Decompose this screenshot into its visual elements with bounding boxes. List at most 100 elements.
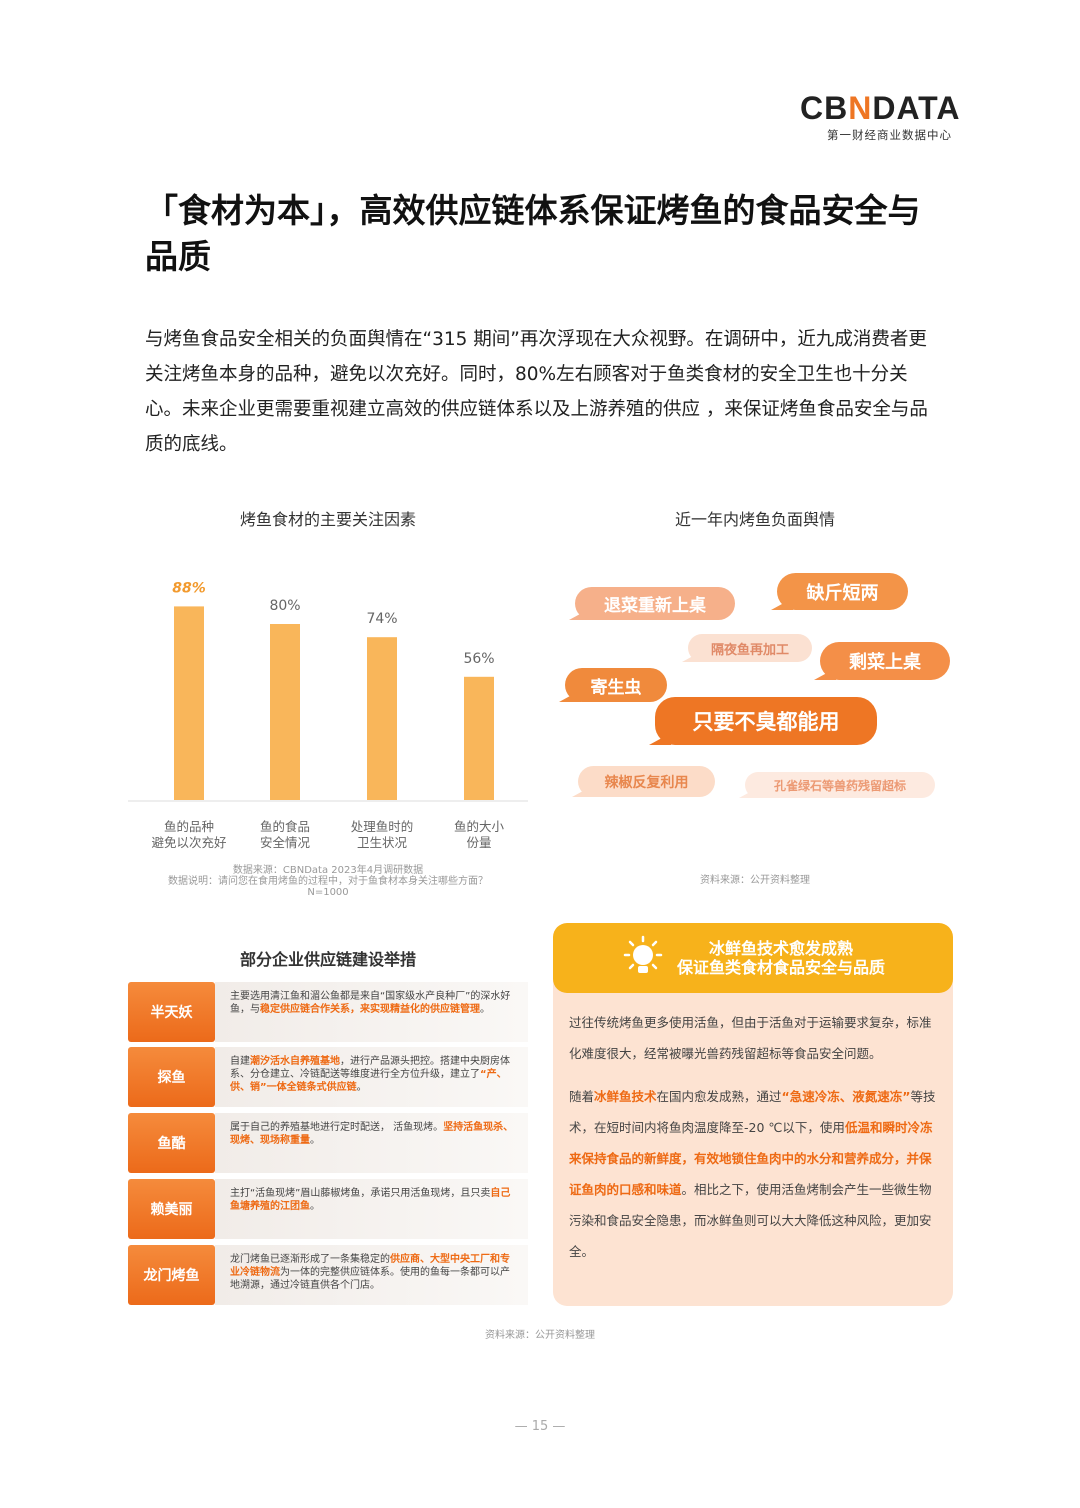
bubble-tail: [682, 650, 704, 662]
opinion-bubble: 只要不臭都能用: [649, 697, 877, 745]
body-text: 为一体的完整供应链体系。使用的鱼每一条都可以产地溯源，通过冷链直供各个门店。: [230, 1267, 510, 1291]
supply-row: 半天妖 主要选用清江鱼和湄公鱼都是来自“国家级水产良种厂”的深水好鱼，与稳定供应链…: [128, 982, 528, 1042]
bubble-text: 寄生虫: [590, 677, 642, 698]
brand-description: 属于自己的养殖基地进行定时配送， 活鱼现烤。坚持活鱼现杀、现烤、现场称重量。: [215, 1113, 528, 1173]
bar: [464, 676, 494, 800]
body-text: 过往传统烤鱼更多使用活鱼，但由于活鱼对于运输要求复杂，标准化难度很大，经常被曝光…: [569, 1015, 932, 1061]
lightbulb-icon: [623, 935, 663, 973]
highlight-text: “急速冷冻、液氮速冻”: [781, 1089, 911, 1104]
opinion-bubble: 缺斤短两: [771, 573, 908, 610]
page-number: — 15 —: [514, 1419, 566, 1434]
opinion-bubble: 退菜重新上桌: [569, 587, 735, 620]
intro-paragraph: 与烤鱼食品安全相关的负面舆情在“315 期间”再次浮现在大众视野。在调研中，近九…: [145, 329, 928, 455]
brand-description: 龙门烤鱼已逐渐形成了一条集稳定的供应商、大型中央工厂和专业冷链物流为一体的完整供…: [215, 1245, 528, 1305]
opinion-source: 资料来源：公开资料整理: [700, 875, 810, 886]
data-label: 88%: [172, 580, 206, 596]
x-tick-label: 鱼的食品 安全情况: [259, 819, 310, 850]
panel-paragraph: 随着冰鲜鱼技术在国内愈发成熟，通过“急速冷冻、液氮速冻”等技术，在短时间内将鱼肉…: [569, 1081, 937, 1267]
chart-source: 数据来源：CBNData 2023年4月调研数据: [232, 865, 424, 876]
x-tick-label: 鱼的大小 份量: [453, 819, 504, 850]
bubble-tail: [739, 786, 761, 798]
panel-title-1: 冰鲜鱼技术愈发成熟: [708, 939, 853, 958]
highlight-text: 低温和瞬时冷冻来保持食品的新鲜度，有效地锁住鱼肉中的水分和营养成分，并保证鱼肉的…: [569, 1120, 933, 1197]
cbndata-logo: CBNDATA 第一财经商业数据中心: [800, 90, 959, 143]
supply-row: 赖美丽 主打“活鱼现烤”眉山藤椒烤鱼，承诺只用活鱼现烤，且只卖自己鱼塘养殖的江团鱼…: [128, 1179, 528, 1239]
highlight-text: 供应商、大型中央工厂和专业冷链物流: [230, 1254, 510, 1278]
body-text: 龙门烤鱼已逐渐形成了一条集稳定的: [230, 1254, 390, 1265]
highlight-text: “产、供、销”一体全链条式供应链: [230, 1069, 507, 1093]
supply-row: 探鱼 自建潮汐活水自养殖基地，进行产品源头把控。搭建中央厨房体系、分仓建立、冷链配…: [128, 1047, 528, 1107]
highlight-text: 潮汐活水自养殖基地: [250, 1056, 340, 1067]
logo-text: N: [848, 90, 873, 126]
highlight-text: 冰鲜鱼技术: [594, 1089, 657, 1104]
chart-title: 烤鱼食材的主要关注因素: [239, 510, 416, 529]
opinion-title: 近一年内烤鱼负面舆情: [674, 510, 835, 529]
body-text: 主要选用清江鱼和湄公鱼都是来自“国家级水产良种厂”的深水好鱼，与: [230, 991, 511, 1015]
bar: [367, 637, 397, 800]
body-text: 在国内愈发成熟，通过: [656, 1089, 782, 1104]
opinion-bubble: 剩菜上桌: [814, 642, 950, 680]
bubble-tail: [559, 690, 581, 702]
bubble-text: 剩菜上桌: [849, 652, 921, 673]
chart-note: 数据说明：请问您在食用烤鱼的过程中，对于鱼食材本身关注哪些方面？: [168, 876, 488, 887]
supply-source: 资料来源：公开资料整理: [485, 1330, 595, 1341]
logo-subtitle: 第一财经商业数据中心: [827, 128, 952, 142]
opinion-bubble: 辣椒反复利用: [572, 766, 715, 797]
bubble-tail: [572, 785, 594, 797]
bubble-tail: [569, 608, 591, 620]
brand-description: 主打“活鱼现烤”眉山藤椒烤鱼，承诺只用活鱼现烤，且只卖自己鱼塘养殖的江团鱼。: [215, 1179, 528, 1239]
bubble-text: 辣椒反复利用: [604, 774, 689, 791]
body-text: ，进行产品源头把控。搭建中央厨房体系、分仓建立、冷链配送等维度进行全方位升级，建…: [230, 1056, 510, 1080]
data-label: 56%: [463, 651, 494, 667]
data-label: 80%: [269, 598, 300, 614]
x-tick-label: 处理鱼时的 卫生状况: [350, 819, 414, 850]
bubble-tail: [814, 668, 836, 680]
body-text: 等技术，在短时间内将鱼肉温度降至-20 ℃以下，使用: [569, 1089, 936, 1135]
logo-text: CB: [800, 90, 849, 126]
brand-description: 自建潮汐活水自养殖基地，进行产品源头把控。搭建中央厨房体系、分仓建立、冷链配送等…: [215, 1047, 528, 1107]
highlight-text: 稳定供应链合作关系，来实现精益化的供应链管理: [260, 1004, 480, 1015]
bubble-tail: [649, 733, 671, 745]
body-text: 。: [310, 1201, 320, 1212]
opinion-bubble: 隔夜鱼再加工: [682, 634, 812, 662]
data-label: 74%: [366, 611, 397, 627]
panel-header: 冰鲜鱼技术愈发成熟 保证鱼类食材食品安全与品质: [553, 923, 953, 993]
brand-label: 龙门烤鱼: [128, 1245, 215, 1305]
brand-description: 主要选用清江鱼和湄公鱼都是来自“国家级水产良种厂”的深水好鱼，与稳定供应链合作关…: [215, 982, 528, 1042]
body-text: 。: [480, 1004, 490, 1015]
highlight-text: 自己鱼塘养殖的江团鱼: [230, 1188, 511, 1212]
body-text: 自建: [230, 1056, 250, 1067]
panel-title-2: 保证鱼类食材食品安全与品质: [676, 958, 885, 977]
body-text: 属于自己的养殖基地进行定时配送， 活鱼现烤。: [230, 1122, 444, 1133]
brand-label: 探鱼: [128, 1047, 215, 1107]
ice-fish-panel: 冰鲜鱼技术愈发成熟 保证鱼类食材食品安全与品质 过往传统烤鱼更多使用活鱼，但由于活…: [553, 923, 953, 1306]
highlight-text: 坚持活鱼现杀、现烤、现场称重量: [230, 1122, 514, 1146]
x-tick-label: 鱼的品种 避免以次充好: [151, 819, 227, 850]
body-text: 。: [356, 1082, 367, 1093]
bubble-text: 缺斤短两: [806, 582, 879, 604]
brand-label: 半天妖: [128, 982, 215, 1042]
bubble-text: 隔夜鱼再加工: [710, 642, 789, 658]
supply-row: 鱼酷 属于自己的养殖基地进行定时配送， 活鱼现烤。坚持活鱼现杀、现烤、现场称重量。: [128, 1113, 528, 1173]
bubble-text: 只要不臭都能用: [692, 710, 840, 734]
brand-label: 赖美丽: [128, 1179, 215, 1239]
supply-title: 部分企业供应链建设举措: [239, 950, 416, 969]
logo-text: DATA: [872, 90, 961, 126]
bubble-text: 退菜重新上桌: [604, 596, 706, 616]
opinion-bubble: 寄生虫: [559, 668, 667, 702]
bar: [270, 624, 300, 800]
body-text: 主打“活鱼现烤”眉山藤椒烤鱼，承诺只用活鱼现烤，且只卖: [230, 1188, 491, 1199]
opinion-bubble: 孔雀绿石等兽药残留超标: [739, 772, 935, 798]
bar: [174, 606, 204, 800]
body-text: 。相比之下，使用活鱼烤制会产生一些微生物污染和食品安全隐患，而冰鲜鱼则可以大大降…: [569, 1182, 932, 1259]
chart-n: N=1000: [307, 887, 349, 898]
bubble-text: 孔雀绿石等兽药残留超标: [773, 778, 906, 793]
panel-paragraph: 过往传统烤鱼更多使用活鱼，但由于活鱼对于运输要求复杂，标准化难度很大，经常被曝光…: [569, 1007, 937, 1069]
supply-row: 龙门烤鱼 龙门烤鱼已逐渐形成了一条集稳定的供应商、大型中央工厂和专业冷链物流为一体…: [128, 1245, 528, 1305]
panel-body: 过往传统烤鱼更多使用活鱼，但由于活鱼对于运输要求复杂，标准化难度很大，经常被曝光…: [553, 993, 953, 1267]
body-text: 随着: [569, 1089, 595, 1104]
body-text: 。: [310, 1135, 320, 1146]
page-title: 「食材为本」，高效供应链体系保证烤鱼的食品安全与品质: [145, 191, 921, 276]
bubble-tail: [771, 598, 793, 610]
brand-label: 鱼酷: [128, 1113, 215, 1173]
